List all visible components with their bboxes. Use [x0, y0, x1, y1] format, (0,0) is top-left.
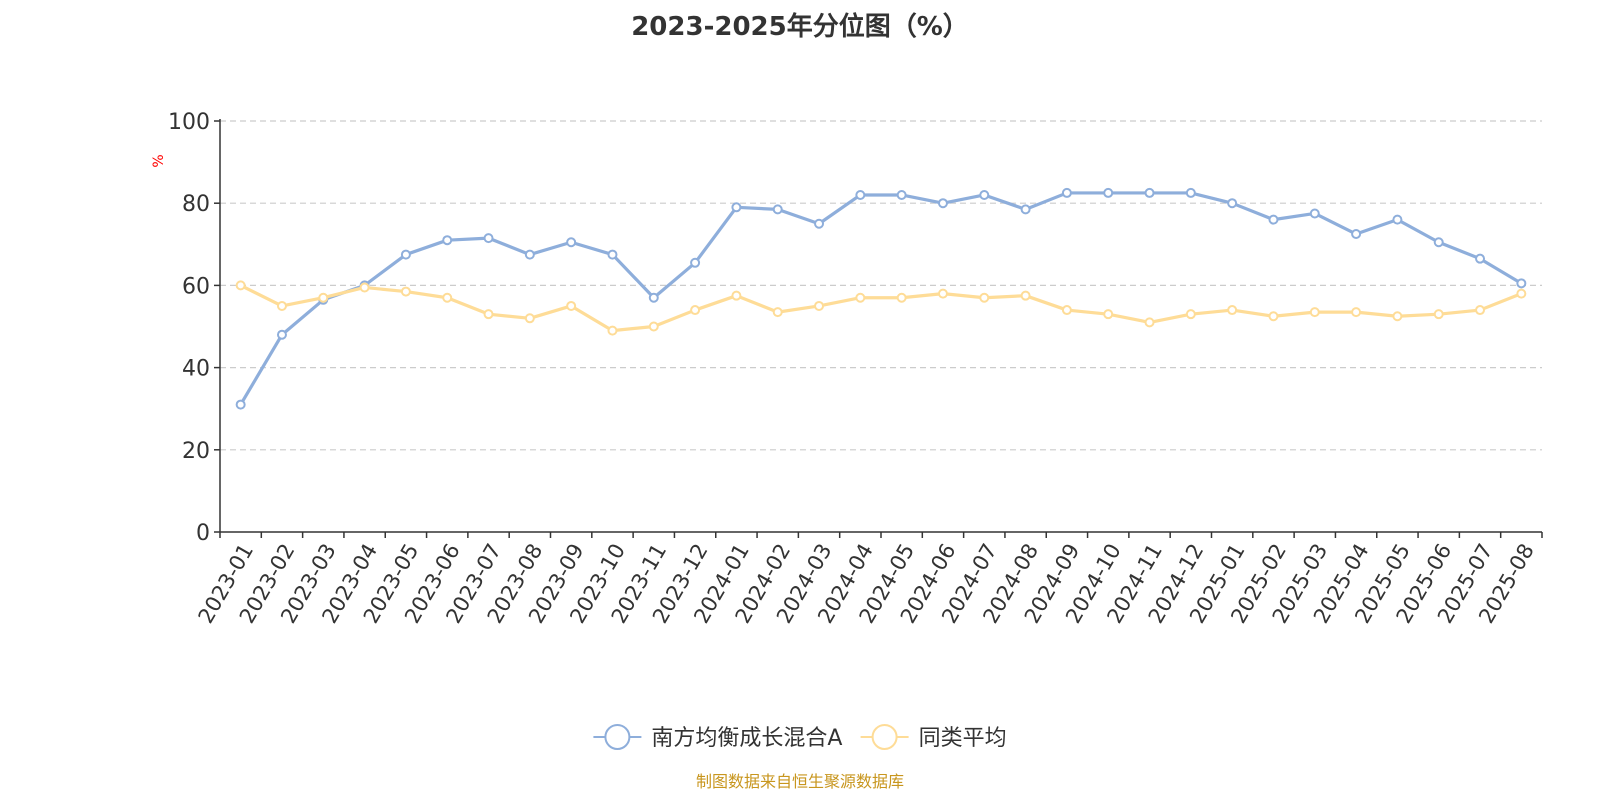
- y-tick-label: 100: [168, 110, 210, 135]
- y-tick-labels: 0 20 40 60 80 100: [168, 110, 210, 546]
- data-point: [1351, 229, 1362, 240]
- gridlines: [220, 120, 1542, 451]
- y-tick-label: 80: [182, 192, 210, 217]
- data-point: [979, 189, 990, 200]
- data-point: [1227, 305, 1238, 316]
- data-point: [772, 204, 783, 215]
- data-point: [607, 325, 618, 336]
- data-point: [1144, 317, 1155, 328]
- data-point: [1185, 309, 1196, 320]
- data-point: [235, 280, 246, 291]
- data-point: [896, 292, 907, 303]
- data-point: [276, 329, 287, 340]
- data-point: [566, 237, 577, 248]
- data-point: [1433, 237, 1444, 248]
- data-point: [731, 290, 742, 301]
- data-point: [855, 292, 866, 303]
- data-point: [1433, 309, 1444, 320]
- data-point: [483, 309, 494, 320]
- legend-label: 同类平均: [919, 726, 1007, 751]
- data-point: [1392, 311, 1403, 322]
- data-point: [442, 292, 453, 303]
- series-1: [235, 187, 1527, 410]
- data-point: [1103, 187, 1114, 198]
- x-tick-labels: 2023-012023-022023-032023-042023-052023-…: [194, 540, 1539, 628]
- data-point: [937, 288, 948, 299]
- data-point: [1516, 288, 1527, 299]
- legend-marker: [871, 724, 898, 750]
- data-point: [1061, 305, 1072, 316]
- data-point: [524, 249, 535, 260]
- data-point: [1309, 307, 1320, 318]
- data-point: [648, 321, 659, 332]
- data-point: [400, 286, 411, 297]
- data-point: [1103, 309, 1114, 320]
- data-point: [979, 292, 990, 303]
- data-point: [524, 313, 535, 324]
- data-point: [1020, 290, 1031, 301]
- data-point: [1144, 187, 1155, 198]
- data-point: [1268, 214, 1279, 225]
- series-line: [239, 191, 1523, 407]
- data-point: [937, 198, 948, 209]
- series-lines: [235, 187, 1527, 410]
- series-2: [235, 280, 1527, 336]
- data-point: [400, 249, 411, 260]
- data-point: [607, 249, 618, 260]
- data-point: [483, 233, 494, 244]
- data-point: [648, 292, 659, 303]
- data-point: [1351, 307, 1362, 318]
- data-point: [276, 300, 287, 311]
- y-tick-label: 0: [196, 521, 210, 546]
- data-point: [359, 282, 370, 293]
- data-point: [814, 218, 825, 229]
- y-axis-label: %: [151, 154, 167, 167]
- data-point: [235, 399, 246, 410]
- y-tick-label: 20: [182, 439, 210, 464]
- data-point: [731, 202, 742, 213]
- data-point: [896, 189, 907, 200]
- data-point: [566, 300, 577, 311]
- y-tick-label: 40: [182, 357, 210, 382]
- data-point: [690, 257, 701, 268]
- legend[interactable]: 南方均衡成长混合A 同类平均: [593, 724, 1007, 751]
- data-point: [1475, 253, 1486, 264]
- data-point: [1185, 187, 1196, 198]
- data-point: [772, 307, 783, 318]
- legend-label: 南方均衡成长混合A: [651, 726, 842, 751]
- data-point: [1475, 305, 1486, 316]
- data-point: [1061, 187, 1072, 198]
- data-point: [1268, 311, 1279, 322]
- data-point: [814, 300, 825, 311]
- data-point: [1516, 278, 1527, 289]
- source-note: 制图数据来自恒生聚源数据库: [696, 772, 904, 791]
- legend-marker: [604, 724, 631, 750]
- series-line: [239, 283, 1523, 333]
- legend-item[interactable]: 同类平均: [860, 724, 1007, 751]
- data-point: [1309, 208, 1320, 219]
- data-point: [442, 235, 453, 246]
- data-point: [1392, 214, 1403, 225]
- legend-item[interactable]: 南方均衡成长混合A: [593, 724, 842, 751]
- data-point: [855, 189, 866, 200]
- axes: [214, 119, 1543, 538]
- data-point: [1020, 204, 1031, 215]
- data-point: [318, 292, 329, 303]
- chart-title: 2023-2025年分位图（%）: [631, 11, 969, 42]
- y-tick-label: 60: [182, 274, 210, 299]
- data-point: [690, 305, 701, 316]
- data-point: [1227, 198, 1238, 209]
